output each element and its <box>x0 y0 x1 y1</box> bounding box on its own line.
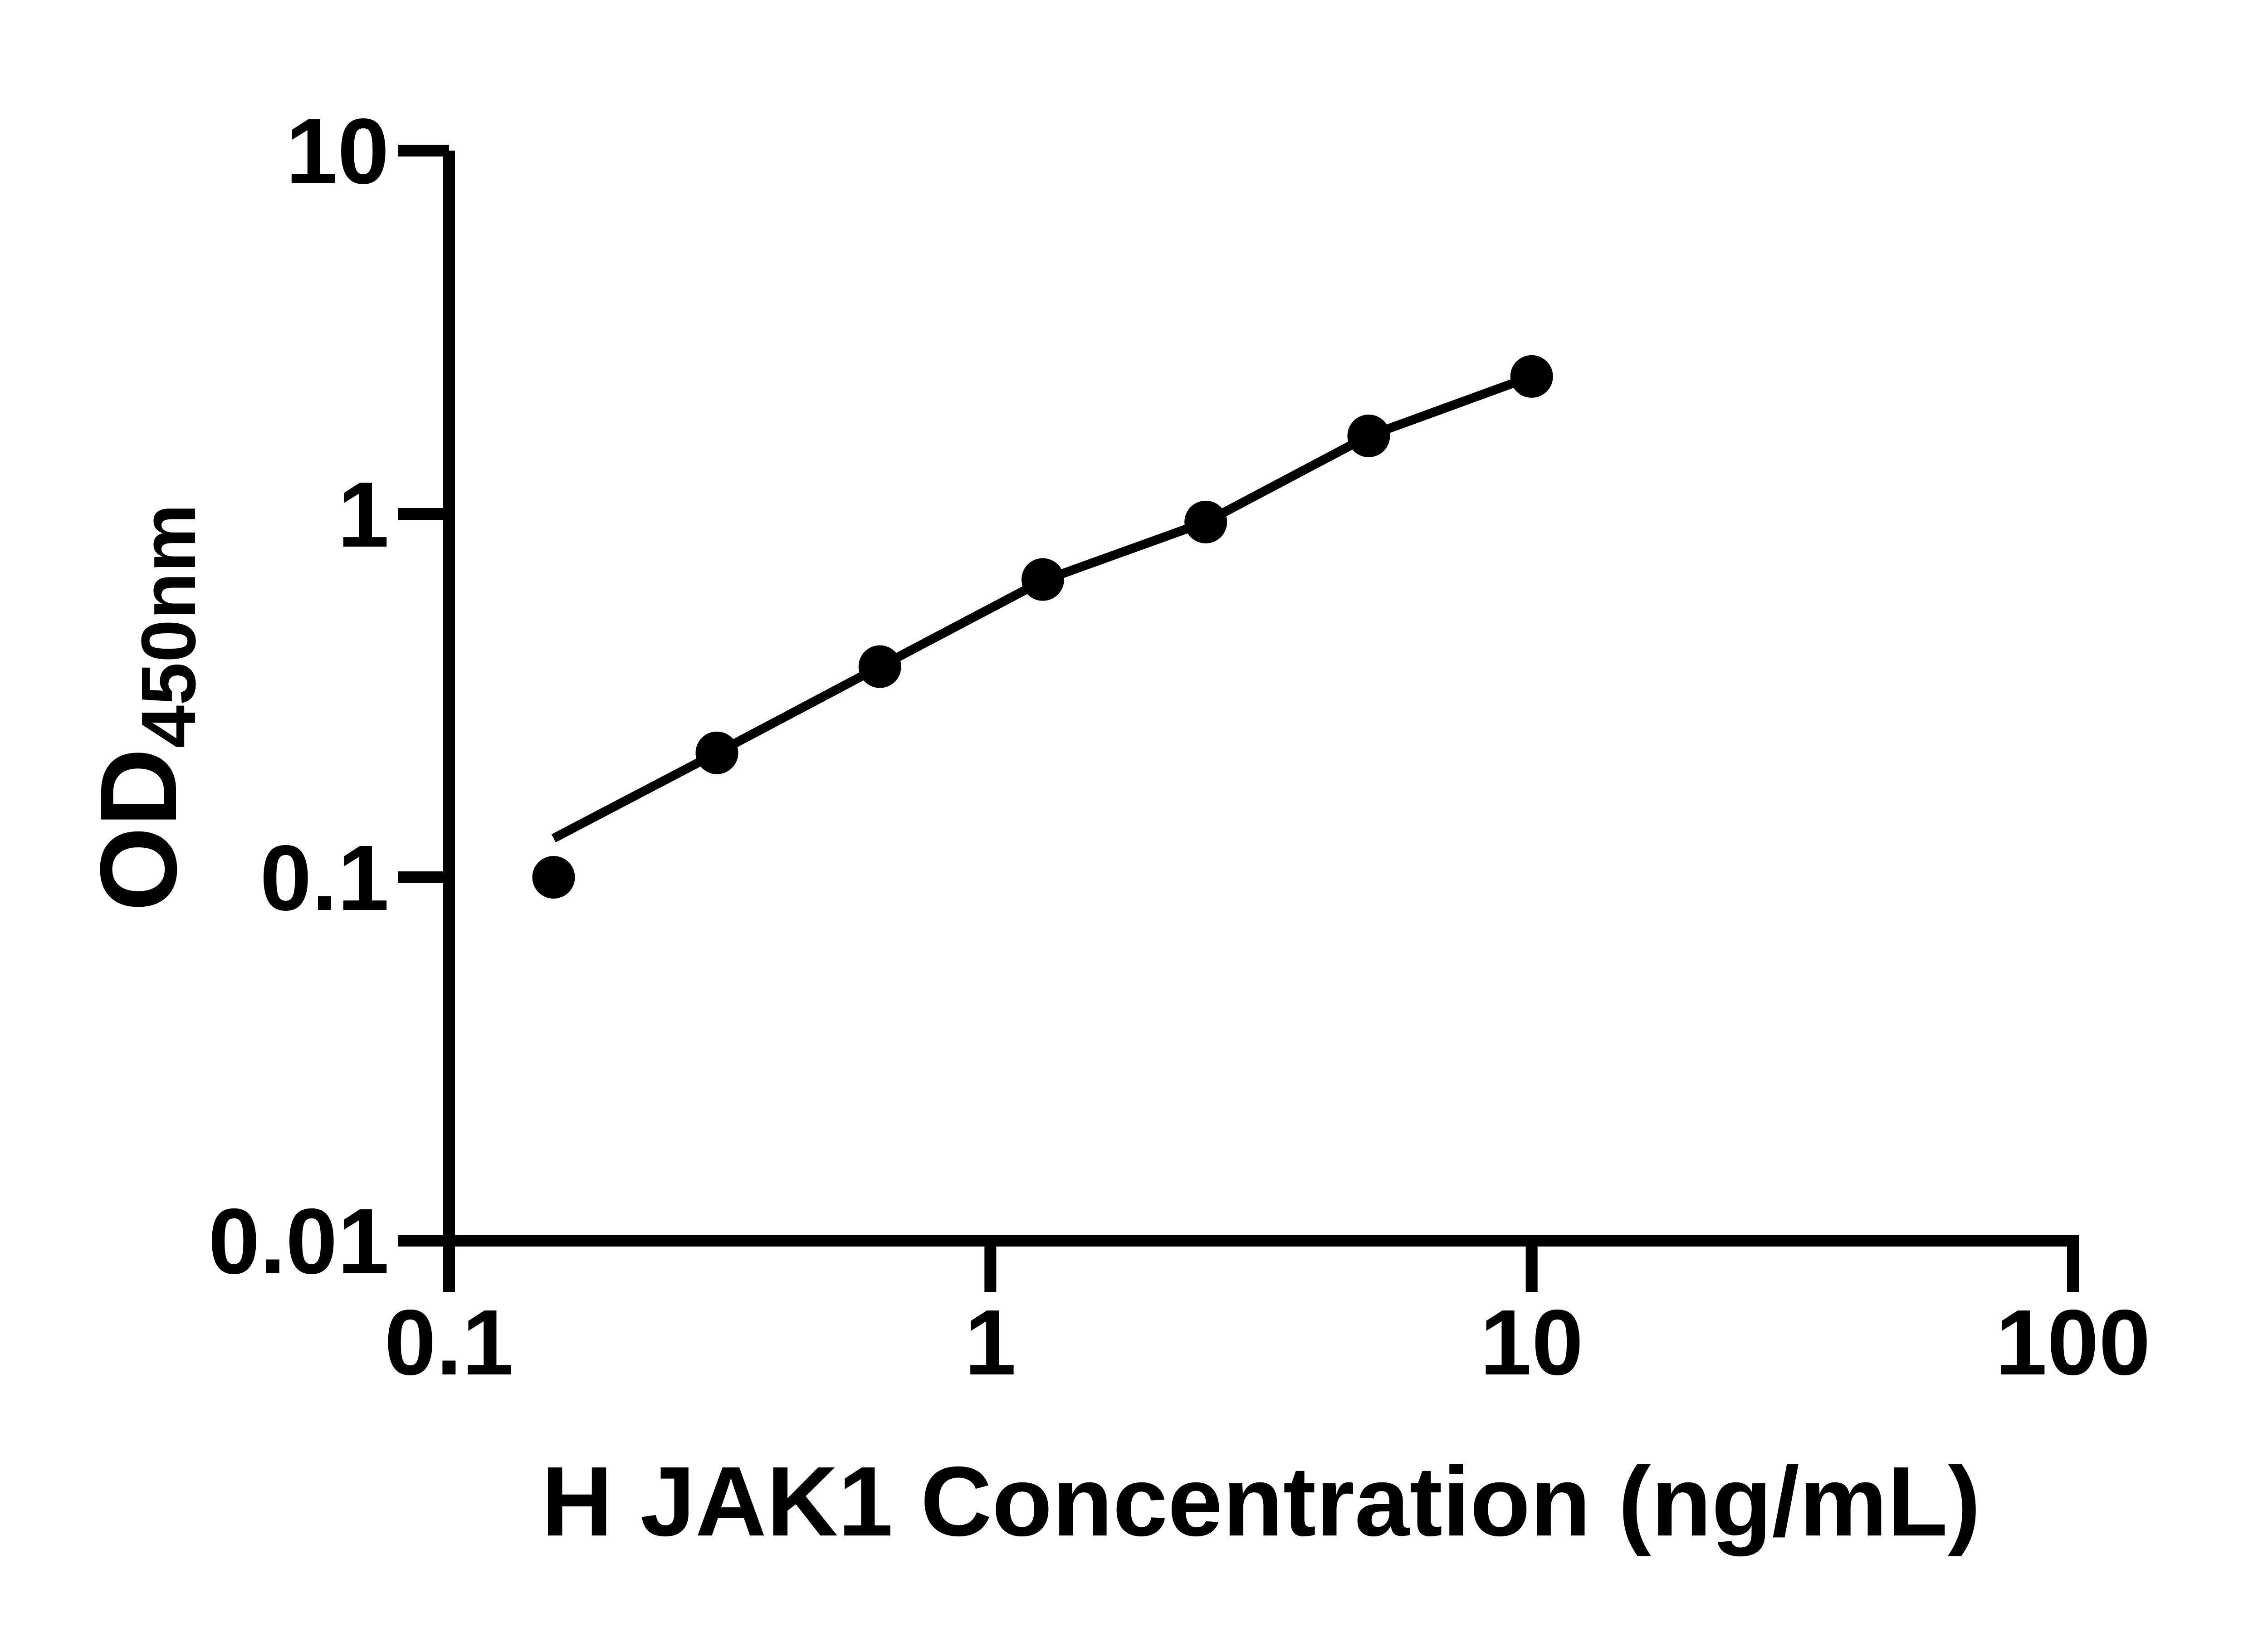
y-tick-label: 1 <box>337 463 389 567</box>
data-point-marker <box>1021 558 1064 601</box>
axis-titles: H JAK1 Concentration (ng/mL) OD450nm <box>78 504 1981 1557</box>
x-axis-title: H JAK1 Concentration (ng/mL) <box>541 1447 1980 1557</box>
axis-ticks <box>398 145 2079 1292</box>
x-tick-label: 10 <box>1480 1291 1584 1394</box>
y-axis-title-subscript: 450nm <box>126 504 212 748</box>
data-point-marker <box>1184 500 1227 543</box>
y-tick-label: 0.01 <box>208 1189 389 1293</box>
data-point-marker <box>1510 355 1553 398</box>
data-point-marker <box>532 856 575 899</box>
data-point-marker <box>1347 414 1390 457</box>
y-axis-title-main: OD <box>78 748 199 911</box>
y-tick-label: 10 <box>286 99 389 203</box>
data-point-marker <box>858 645 901 688</box>
x-tick-label: 0.1 <box>385 1291 514 1394</box>
data-points <box>532 355 1553 899</box>
x-tick-label: 1 <box>964 1291 1016 1394</box>
axes <box>443 151 2079 1247</box>
x-tick-label: 100 <box>1995 1291 2151 1394</box>
y-axis-title: OD450nm <box>78 504 212 912</box>
y-tick-label: 0.1 <box>260 826 389 930</box>
data-point-marker <box>695 731 738 774</box>
